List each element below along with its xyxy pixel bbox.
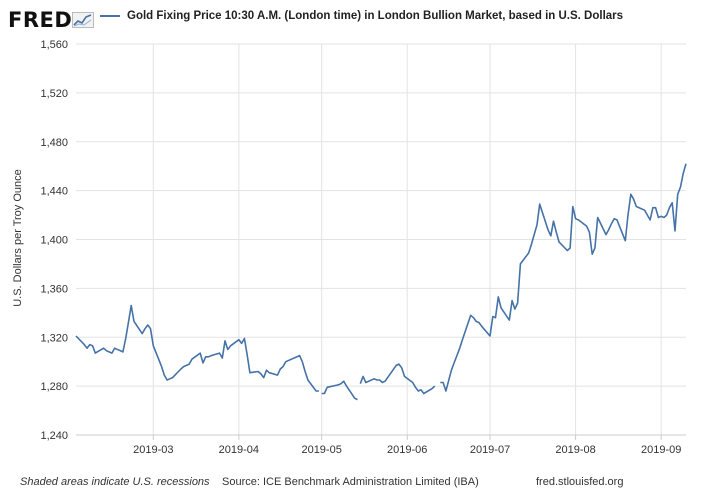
fred-logo[interactable]: FRED (8, 8, 95, 32)
x-tick-label: 2019-06 (387, 444, 427, 456)
fred-logo-text: FRED (8, 8, 73, 32)
y-tick-label: 1,240 (40, 430, 68, 442)
recession-note: Shaded areas indicate U.S. recessions (20, 476, 210, 488)
y-tick-label: 1,560 (40, 39, 68, 51)
series-line-segment (440, 163, 687, 392)
y-tick-label: 1,400 (40, 235, 68, 247)
line-chart-icon (72, 12, 95, 28)
chart-legend: Gold Fixing Price 10:30 A.M. (London tim… (100, 10, 623, 22)
series-line-segment (75, 304, 319, 392)
x-tick-label: 2019-03 (133, 444, 173, 456)
y-tick-label: 1,520 (40, 88, 68, 100)
x-tick-label: 2019-08 (555, 444, 595, 456)
legend-swatch (100, 15, 120, 17)
fred-url-link[interactable]: fred.stlouisfed.org (536, 476, 624, 488)
legend-label: Gold Fixing Price 10:30 A.M. (London tim… (127, 10, 624, 22)
y-tick-label: 1,280 (40, 381, 68, 393)
x-tick-label: 2019-05 (301, 444, 341, 456)
y-tick-label: 1,360 (40, 283, 68, 295)
x-tick-label: 2019-07 (470, 444, 510, 456)
x-tick-label: 2019-04 (219, 444, 259, 456)
y-tick-label: 1,440 (40, 186, 68, 198)
series-line-segment (359, 363, 436, 395)
series-line-segment (321, 380, 358, 401)
y-tick-label: 1,480 (40, 137, 68, 149)
y-tick-label: 1,320 (40, 332, 68, 344)
x-tick-label: 2019-09 (641, 444, 681, 456)
source-note: Source: ICE Benchmark Administration Lim… (222, 476, 479, 488)
